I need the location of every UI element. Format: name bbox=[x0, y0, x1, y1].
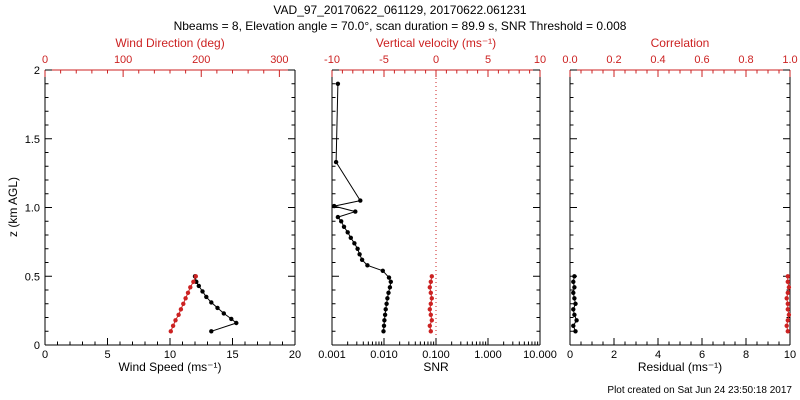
svg-text:15: 15 bbox=[226, 349, 238, 361]
svg-text:2: 2 bbox=[34, 65, 40, 77]
svg-text:10.000: 10.000 bbox=[523, 349, 557, 361]
wind-direction-axis-label: Wind Direction (deg) bbox=[115, 36, 225, 50]
snr-axis-label: SNR bbox=[423, 360, 449, 374]
svg-text:0.4: 0.4 bbox=[650, 54, 665, 66]
svg-text:1.0: 1.0 bbox=[25, 203, 40, 215]
svg-text:6: 6 bbox=[699, 349, 705, 361]
svg-text:2: 2 bbox=[611, 349, 617, 361]
page-title: VAD_97_20170622_061129, 20170622.061231 bbox=[273, 3, 527, 17]
svg-text:1.5: 1.5 bbox=[25, 134, 40, 146]
svg-text:10: 10 bbox=[784, 349, 796, 361]
svg-text:10: 10 bbox=[534, 54, 546, 66]
svg-text:0.2: 0.2 bbox=[606, 54, 621, 66]
wind-speed-axis-label: Wind Speed (ms⁻¹) bbox=[118, 360, 222, 374]
svg-text:5: 5 bbox=[485, 54, 491, 66]
svg-text:0: 0 bbox=[433, 54, 439, 66]
residual-axis-label: Residual (ms⁻¹) bbox=[637, 360, 723, 374]
svg-text:0.5: 0.5 bbox=[25, 271, 40, 283]
svg-text:1.0: 1.0 bbox=[782, 54, 797, 66]
svg-text:200: 200 bbox=[192, 54, 210, 66]
svg-text:0: 0 bbox=[567, 349, 573, 361]
svg-text:-5: -5 bbox=[379, 54, 389, 66]
creation-timestamp: Plot created on Sat Jun 24 23:50:18 2017 bbox=[607, 385, 792, 396]
svg-text:0: 0 bbox=[42, 349, 48, 361]
svg-text:0.6: 0.6 bbox=[694, 54, 709, 66]
correlation-axis-label: Correlation bbox=[650, 36, 710, 50]
svg-text:0: 0 bbox=[34, 340, 40, 352]
svg-text:5: 5 bbox=[104, 349, 110, 361]
svg-text:-10: -10 bbox=[324, 54, 340, 66]
svg-text:10: 10 bbox=[164, 349, 176, 361]
svg-text:0.001: 0.001 bbox=[318, 349, 346, 361]
svg-text:1.000: 1.000 bbox=[474, 349, 502, 361]
svg-text:0: 0 bbox=[42, 54, 48, 66]
svg-text:8: 8 bbox=[743, 349, 749, 361]
svg-text:0.010: 0.010 bbox=[370, 349, 398, 361]
svg-text:0.8: 0.8 bbox=[738, 54, 753, 66]
svg-text:100: 100 bbox=[114, 54, 132, 66]
svg-text:0.0: 0.0 bbox=[562, 54, 577, 66]
svg-text:0.100: 0.100 bbox=[422, 349, 450, 361]
svg-text:20: 20 bbox=[289, 349, 301, 361]
svg-text:300: 300 bbox=[270, 54, 288, 66]
plot-subtitle: Nbeams = 8, Elevation angle = 70.0°, sca… bbox=[173, 19, 627, 33]
svg-text:4: 4 bbox=[655, 349, 661, 361]
vertical-velocity-axis-label: Vertical velocity (ms⁻¹) bbox=[375, 36, 497, 50]
